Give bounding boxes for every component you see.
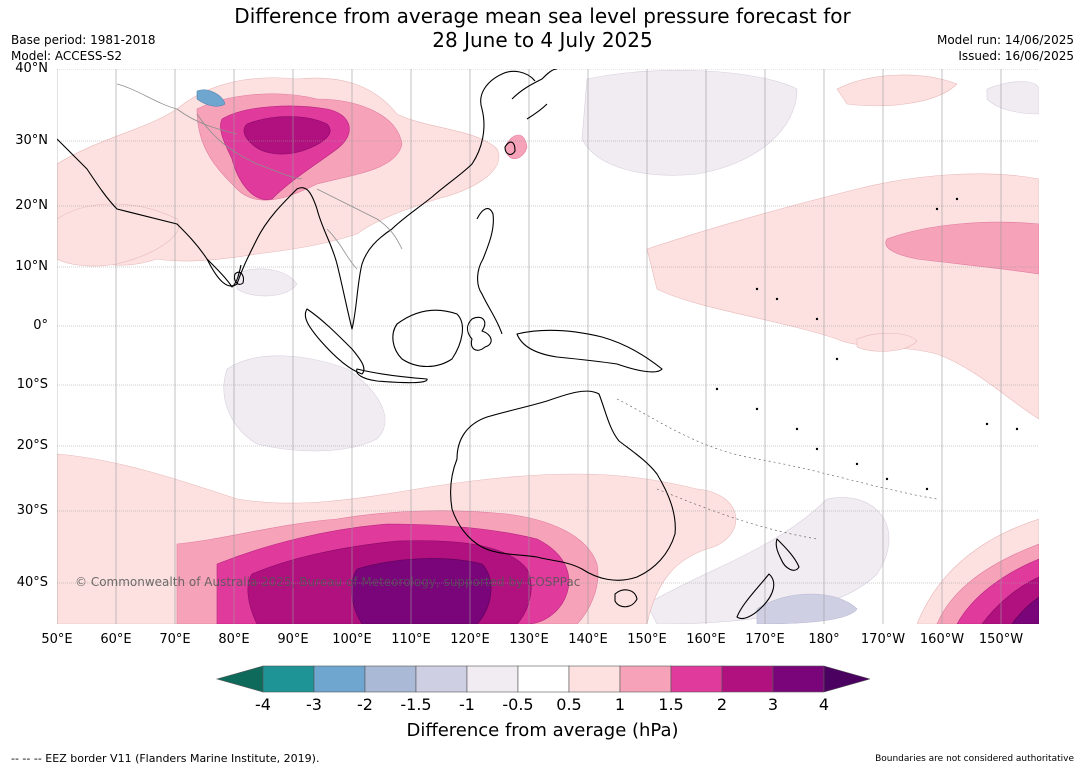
coast-new-zealand-north: [775, 538, 800, 571]
model-name: Model: ACCESS-S2: [11, 49, 123, 63]
anomaly-area-west-05: [57, 203, 180, 267]
colorbar-cell: [568, 665, 621, 693]
model-run: Model run: 14/06/2025: [936, 33, 1074, 47]
lon-label-170w: 170°W: [860, 632, 906, 647]
coast-asia-mainland: [57, 70, 536, 330]
coast-japan: [511, 69, 558, 120]
colorbar-cell: [364, 665, 417, 693]
colorbar-cell: [721, 665, 774, 693]
lon-label-180: 180°: [808, 632, 840, 647]
colorbar-tick: -4: [255, 695, 271, 714]
eez-note: -- -- -- EEZ border V11 (Flanders Marine…: [11, 752, 320, 765]
colorbar-tick: -3: [306, 695, 322, 714]
anomaly-fields: [57, 69, 1039, 624]
copyright-watermark: © Commonwealth of Australia 2025, Bureau…: [75, 575, 580, 589]
anomaly-area-png: [856, 332, 918, 352]
colorbar-cell: [517, 665, 570, 693]
colorbar: [215, 665, 870, 693]
colorbar-tick: 1.5: [658, 695, 684, 714]
anomaly-area-south-30: [351, 558, 492, 624]
coast-new-guinea: [516, 329, 663, 373]
colorbar-cell: [262, 665, 315, 693]
anomaly-area-neg-himalaya: [196, 89, 226, 107]
coast-tasmania: [614, 589, 638, 608]
chart-title: Difference from average mean sea level p…: [0, 4, 1085, 52]
colorbar-tick: 4: [818, 695, 830, 714]
coast-australia: [450, 390, 676, 581]
lon-label-130e: 130°E: [509, 632, 549, 647]
lat-label-20s: 20°S: [16, 438, 48, 453]
map-panel: © Commonwealth of Australia 2025, Bureau…: [57, 69, 1039, 624]
anomaly-area-nw-pacific: [836, 74, 958, 107]
colorbar-tick: 2: [716, 695, 728, 714]
colorbar-tick: -0.5: [502, 695, 534, 714]
lon-label-50e: 50°E: [41, 632, 73, 647]
anomaly-area-neg-io: [223, 355, 386, 452]
pacific-islands: [715, 197, 1019, 491]
colorbar-cell: [670, 665, 723, 693]
issued-date: Issued: 16/06/2025: [958, 49, 1074, 63]
colorbar-tick: 3: [767, 695, 779, 714]
lon-label-150w: 150°W: [978, 632, 1024, 647]
base-period: Base period: 1981-2018: [11, 33, 156, 47]
coast-sulawesi: [466, 316, 492, 351]
lon-label-160w: 160°W: [919, 632, 965, 647]
lat-label-40n: 40°N: [15, 61, 48, 76]
coastlines: [57, 69, 800, 620]
coast-sumatra: [304, 308, 365, 375]
lon-label-170e: 170°E: [745, 632, 785, 647]
lon-label-160e: 160°E: [686, 632, 726, 647]
colorbar-cell: [466, 665, 519, 693]
lon-label-110e: 110°E: [391, 632, 431, 647]
lon-label-60e: 60°E: [100, 632, 132, 647]
meta-right: Model run: 14/06/2025 Issued: 16/06/2025: [937, 32, 1074, 64]
lon-label-80e: 80°E: [218, 632, 250, 647]
lon-label-70e: 70°E: [159, 632, 191, 647]
colorbar-tick: 0.5: [556, 695, 582, 714]
lon-label-120e: 120°E: [450, 632, 490, 647]
lon-label-140e: 140°E: [568, 632, 608, 647]
colorbar-cell: [772, 665, 825, 693]
coast-taiwan: [504, 141, 516, 156]
lon-label-150e: 150°E: [627, 632, 667, 647]
eez-borders: [616, 398, 938, 540]
country-borders: [116, 83, 403, 270]
anomaly-area-se-30: [1011, 596, 1039, 624]
coast-srilanka: [234, 271, 244, 285]
colorbar-extend-high: [823, 665, 870, 693]
anomaly-area-neg-japan: [986, 81, 1039, 115]
lat-label-40s: 40°S: [16, 575, 48, 590]
colorbar-extend-low: [215, 665, 264, 693]
lat-label-10n: 10°N: [15, 259, 48, 274]
anomaly-area-neg-tasman-2: [756, 593, 858, 624]
authority-note: Boundaries are not considered authoritat…: [875, 754, 1074, 764]
lat-label-10s: 10°S: [16, 377, 48, 392]
colorbar-tick: -1: [459, 695, 475, 714]
meta-left: Base period: 1981-2018 Model: ACCESS-S2: [11, 32, 156, 64]
lat-label-0: 0°: [33, 318, 48, 333]
coast-borneo: [392, 309, 463, 368]
lat-label-30n: 30°N: [15, 133, 48, 148]
coast-java: [356, 368, 428, 384]
colorbar-title: Difference from average (hPa): [406, 720, 679, 741]
lat-label-20n: 20°N: [15, 198, 48, 213]
anomaly-area-neg-ne-asia-light: [581, 69, 798, 176]
lat-label-30s: 30°S: [16, 503, 48, 518]
lon-label-90e: 90°E: [277, 632, 309, 647]
colorbar-cell: [415, 665, 468, 693]
lon-label-100e: 100°E: [332, 632, 372, 647]
title-line-2: 28 June to 4 July 2025: [432, 28, 653, 52]
colorbar-cell: [313, 665, 366, 693]
colorbar-tick: 1: [614, 695, 626, 714]
coast-new-zealand-south: [736, 573, 775, 620]
title-line-1: Difference from average mean sea level p…: [234, 4, 851, 28]
anomaly-area-asia-20: [243, 116, 331, 155]
colorbar-tick: -1.5: [400, 695, 432, 714]
anomaly-area-neg-small: [236, 268, 298, 297]
colorbar-tick: -2: [357, 695, 373, 714]
coast-philippines: [476, 208, 503, 335]
graticule: [57, 69, 1039, 624]
colorbar-cell: [619, 665, 672, 693]
